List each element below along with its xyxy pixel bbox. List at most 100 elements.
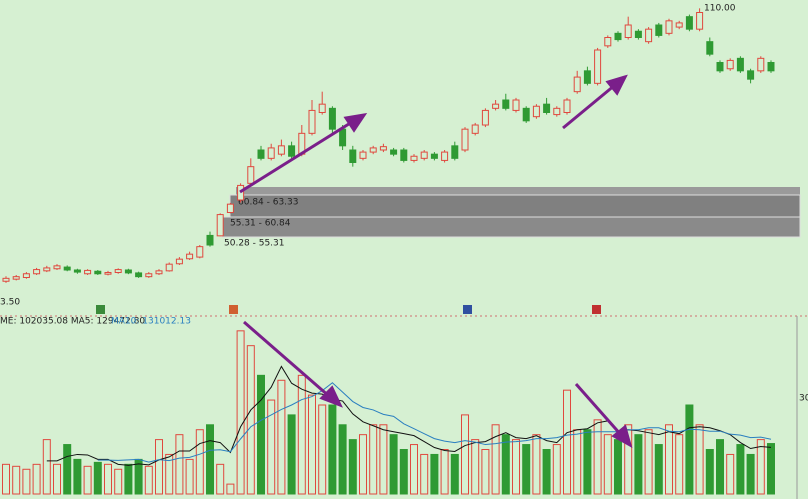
candle-body xyxy=(573,76,581,93)
trend-arrow xyxy=(243,320,331,399)
volume-bar xyxy=(583,429,592,495)
candle-body xyxy=(471,124,479,134)
candle-body xyxy=(379,146,387,151)
candle-body xyxy=(328,107,336,130)
trend-arrow xyxy=(562,83,616,130)
zone-label: 50.28 - 55.31 xyxy=(224,239,285,249)
volume-bar xyxy=(410,444,418,495)
volume-bar xyxy=(512,439,520,495)
volume-bar xyxy=(32,463,41,495)
candle-body xyxy=(706,41,714,55)
volume-bar xyxy=(624,424,633,495)
volume-bar xyxy=(522,444,531,495)
signal-icon xyxy=(592,305,601,314)
volume-bar xyxy=(155,439,163,495)
candle-body xyxy=(53,265,61,270)
candle-body xyxy=(135,272,143,278)
zone-band xyxy=(229,194,801,218)
volume-bar xyxy=(756,439,765,495)
candle-body xyxy=(543,103,551,113)
volume-bar xyxy=(185,458,194,495)
candle-body xyxy=(247,166,255,184)
volume-bar xyxy=(501,434,510,495)
candle-body xyxy=(73,269,81,273)
candle-body xyxy=(594,49,602,84)
volume-bar xyxy=(195,429,204,495)
candles xyxy=(2,8,775,495)
candle-body xyxy=(655,24,663,36)
volume-bar xyxy=(73,458,82,495)
trend-arrow xyxy=(239,120,353,194)
volume-bar xyxy=(736,444,745,495)
volume-bar xyxy=(2,463,10,495)
candle-body xyxy=(410,155,418,161)
candle-body xyxy=(624,24,632,38)
volume-bar xyxy=(83,465,92,495)
candle-body xyxy=(359,151,367,159)
arrow-head xyxy=(343,112,368,133)
candle-body xyxy=(124,269,132,274)
volume-legend: ME: 102035.08 MA5: 129472.80 xyxy=(0,317,145,327)
volume-bar xyxy=(328,404,337,495)
volume-bar xyxy=(165,453,174,495)
candle-body xyxy=(114,269,122,274)
volume-bar xyxy=(226,483,235,495)
candle-body xyxy=(226,203,234,214)
candle-body xyxy=(165,263,173,272)
volume-bar xyxy=(705,449,714,495)
candle-body xyxy=(563,99,571,113)
candle-body xyxy=(492,103,500,109)
volume-bar xyxy=(267,399,276,495)
volume-bar xyxy=(399,449,408,495)
candle-body xyxy=(614,32,622,41)
volume-bar xyxy=(175,434,184,495)
candle-body xyxy=(22,273,30,278)
volume-ma-line xyxy=(46,365,772,466)
volume-bar xyxy=(42,439,51,495)
arrows xyxy=(239,74,633,449)
volume-bar xyxy=(206,424,214,495)
candle-body xyxy=(726,59,734,70)
candle-body xyxy=(339,128,347,147)
candle-body xyxy=(634,30,642,38)
candle-body xyxy=(390,149,398,155)
volume-bar xyxy=(114,468,123,495)
volume-bar xyxy=(63,444,72,495)
arrow-head xyxy=(611,424,633,449)
volume-bar xyxy=(675,434,684,495)
volume-bar xyxy=(603,434,612,495)
signal-icon xyxy=(229,305,238,314)
volume-bar xyxy=(644,429,653,495)
low-label: 3.50 xyxy=(0,298,20,308)
volume-bar xyxy=(665,424,673,495)
volume-bar xyxy=(308,394,316,495)
candle-body xyxy=(736,57,744,72)
candle-body xyxy=(604,37,612,47)
volume-bar xyxy=(481,449,490,495)
volume-bar xyxy=(277,379,286,495)
signal-icon xyxy=(463,305,472,314)
candle-body xyxy=(155,270,163,275)
zone-band xyxy=(236,187,800,195)
arrow-head xyxy=(319,385,343,408)
volume-bar xyxy=(491,424,500,495)
volume-bar xyxy=(338,424,347,495)
volume-bar xyxy=(389,434,398,495)
volume-bar xyxy=(593,419,602,495)
volume-bar xyxy=(746,453,755,495)
candle-body xyxy=(206,234,214,246)
candle-body xyxy=(532,105,540,118)
candle-body xyxy=(400,149,408,161)
volume-bar xyxy=(369,424,378,495)
trend-arrow xyxy=(574,383,624,437)
candle-body xyxy=(216,214,224,237)
candle-body xyxy=(502,99,510,109)
candle-body xyxy=(43,267,51,272)
price-panel: 60.84 - 63.33 55.31 - 60.84 50.28 - 55.3… xyxy=(0,4,801,308)
volume-bar xyxy=(22,468,31,495)
candle-body xyxy=(308,109,316,134)
candle-body xyxy=(420,151,428,159)
candle-body xyxy=(267,147,275,159)
